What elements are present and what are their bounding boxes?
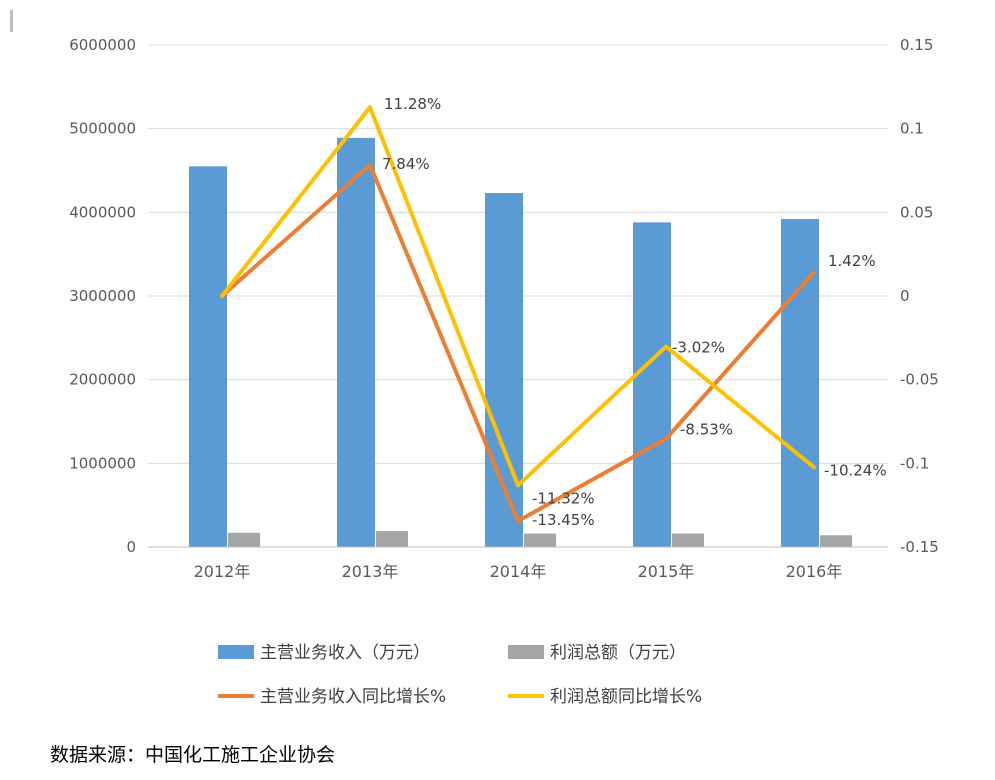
y-right-axis: -0.15 -0.1 -0.05 0 0.05 0.1 0.15: [900, 36, 939, 556]
x-axis: 2012年 2013年 2014年 2015年 2016年: [148, 547, 888, 581]
y-right-tick-label: 0.15: [900, 36, 933, 54]
data-label: 7.84%: [382, 155, 430, 173]
profit-bar: [672, 534, 704, 547]
data-label: -13.45%: [532, 511, 595, 529]
revenue-bar: [781, 219, 819, 547]
y-right-tick-label: 0.05: [900, 203, 933, 221]
combo-chart: 0 1000000 2000000 3000000 4000000 5000000 6000…: [8, 10, 988, 776]
legend-label: 利润总额同比增长%: [550, 687, 702, 707]
data-label: -8.53%: [680, 421, 733, 439]
data-label: -10.24%: [824, 461, 887, 479]
legend-label: 主营业务收入（万元）: [260, 643, 430, 663]
y-left-tick-label: 0: [126, 538, 136, 556]
revenue-bar: [189, 166, 227, 547]
revenue-bar: [633, 222, 671, 547]
legend: 主营业务收入（万元） 利润总额（万元） 主营业务收入同比增长% 利润总额同比增长%: [218, 643, 702, 707]
frame-edge: [10, 10, 13, 32]
y-left-tick-label: 5000000: [69, 120, 136, 138]
profit-bar: [524, 534, 556, 547]
revenue-bar: [337, 138, 375, 547]
data-label: 11.28%: [384, 95, 441, 113]
y-right-tick-label: -0.05: [900, 371, 939, 389]
x-tick-label: 2014年: [490, 562, 547, 581]
y-left-tick-label: 2000000: [69, 371, 136, 389]
data-label: -3.02%: [672, 339, 725, 357]
chart-frame: 0 1000000 2000000 3000000 4000000 5000000 6000…: [8, 10, 988, 776]
y-right-tick-label: 0: [900, 287, 910, 305]
y-left-tick-label: 1000000: [69, 454, 136, 472]
profit-bar: [820, 535, 852, 547]
y-left-tick-label: 3000000: [69, 287, 136, 305]
data-label: -11.32%: [532, 489, 595, 507]
y-left-tick-label: 6000000: [69, 36, 136, 54]
profit-bar: [376, 531, 408, 547]
y-right-tick-label: 0.1: [900, 120, 924, 138]
y-right-tick-label: -0.1: [900, 454, 929, 472]
x-tick-label: 2012年: [194, 562, 251, 581]
source-note: 数据来源：中国化工施工企业协会: [50, 744, 335, 766]
profit-bar: [228, 533, 260, 547]
y-right-tick-label: -0.15: [900, 538, 939, 556]
x-tick-label: 2015年: [638, 562, 695, 581]
legend-swatch: [508, 645, 544, 659]
legend-label: 主营业务收入同比增长%: [260, 687, 446, 707]
revenue-bar: [485, 193, 523, 547]
legend-label: 利润总额（万元）: [550, 643, 686, 663]
legend-swatch: [218, 645, 254, 659]
x-tick-label: 2013年: [342, 562, 399, 581]
y-left-tick-label: 4000000: [69, 203, 136, 221]
y-left-axis: 0 1000000 2000000 3000000 4000000 5000000 6000…: [69, 36, 136, 556]
data-label: 1.42%: [828, 252, 876, 270]
x-tick-label: 2016年: [786, 562, 843, 581]
